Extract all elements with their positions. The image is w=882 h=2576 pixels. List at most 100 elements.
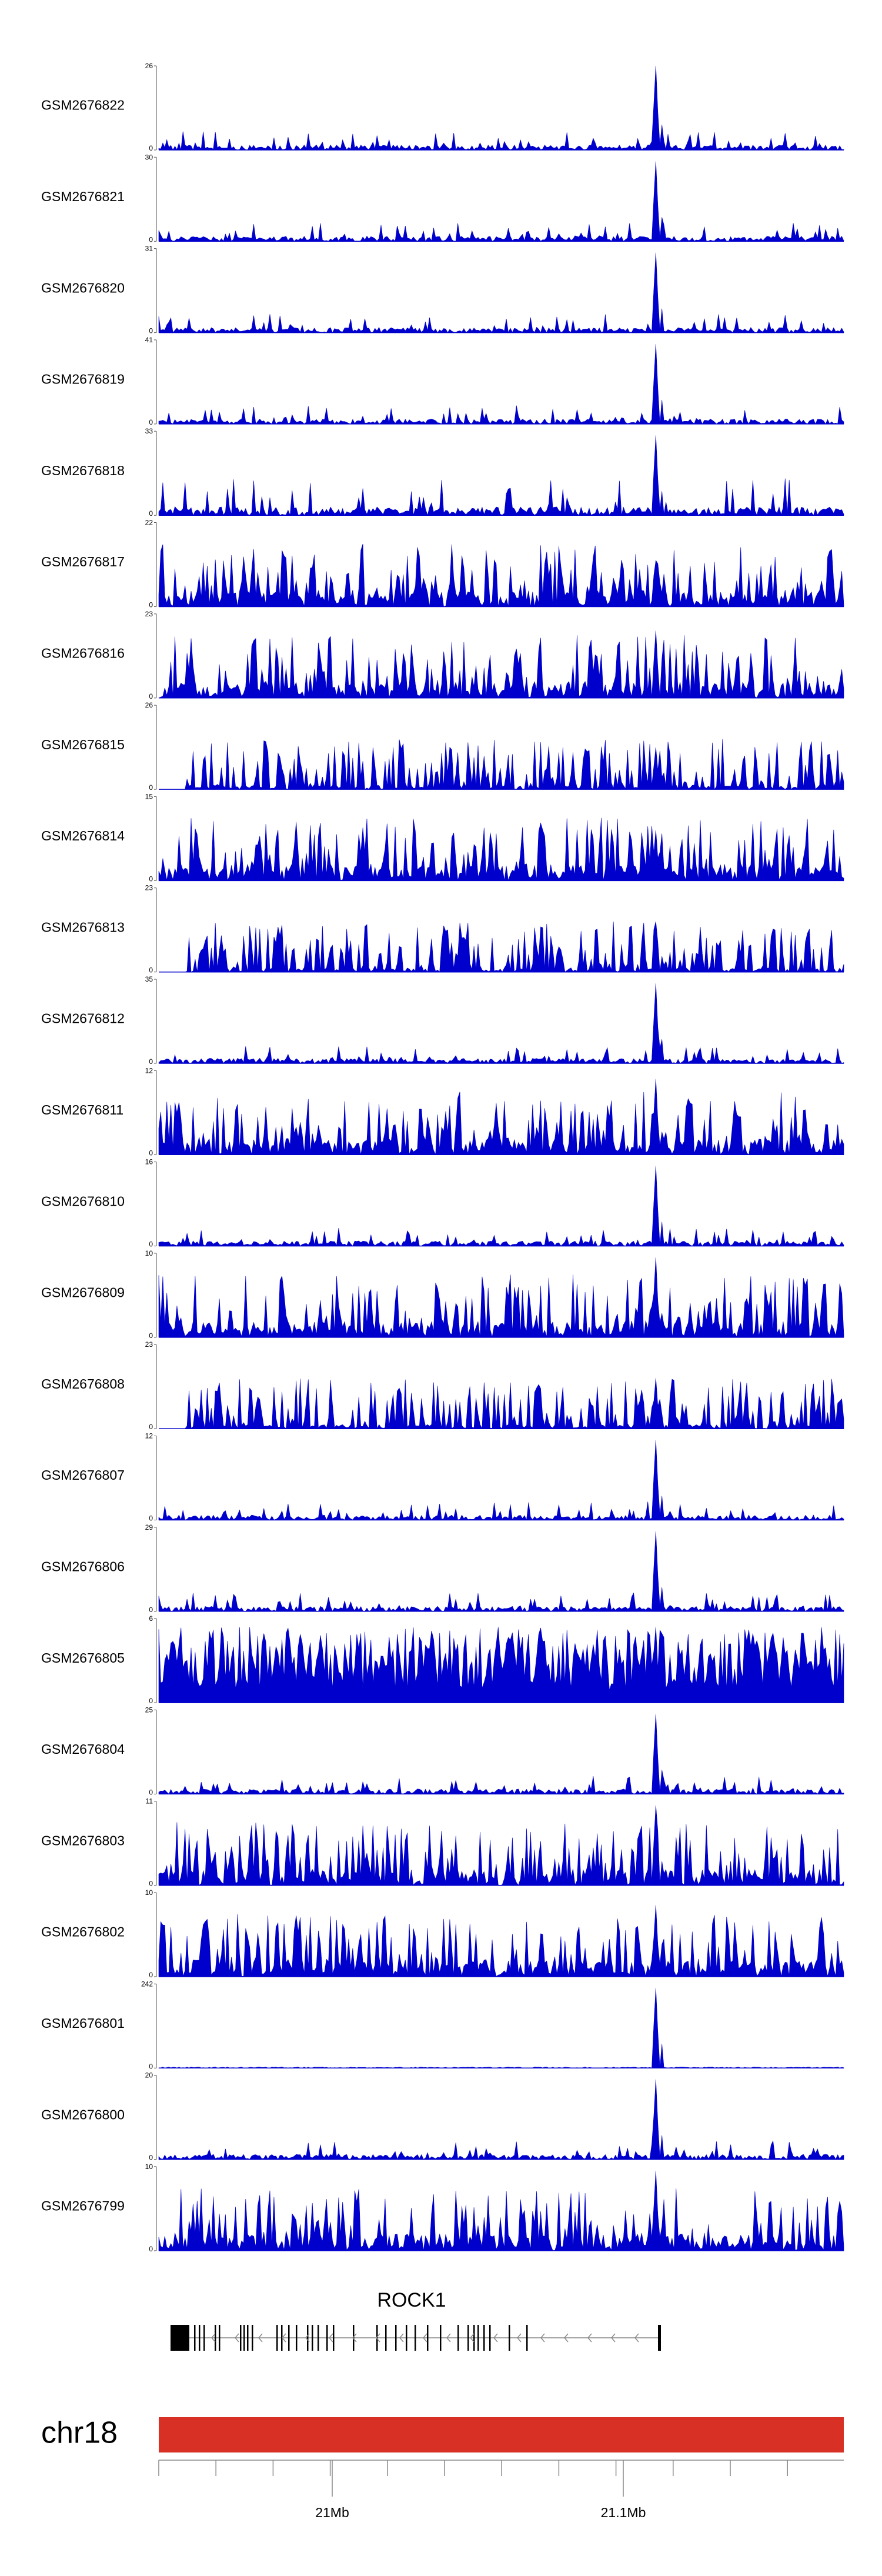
y-max-label: 26 [145, 62, 153, 70]
y-min-label: 0 [149, 235, 153, 243]
coverage-area [159, 1378, 844, 1430]
y-min-label: 0 [149, 509, 153, 518]
y-min-label: 0 [149, 1057, 153, 1066]
gene-exon [483, 2325, 485, 2351]
track-GSM2676803: GSM2676803 11 0 [41, 1797, 844, 1888]
strand-arrow [634, 2333, 639, 2343]
y-min-label: 0 [149, 2062, 153, 2070]
track-label: GSM2676822 [41, 98, 125, 113]
track-label: GSM2676807 [41, 1467, 125, 1483]
coverage-area [158, 630, 844, 699]
y-min-label: 0 [149, 1697, 153, 1705]
track-GSM2676806: GSM2676806 29 0 [41, 1523, 844, 1614]
track-GSM2676804: GSM2676804 25 0 [41, 1706, 844, 1796]
y-min-label: 0 [149, 1880, 153, 1888]
track-label: GSM2676809 [41, 1285, 125, 1300]
gene-exon [243, 2325, 245, 2351]
track-GSM2676799: GSM2676799 10 0 [41, 2163, 844, 2253]
gene-exon [296, 2325, 298, 2351]
strand-arrow [587, 2333, 592, 2343]
strand-arrow [493, 2333, 498, 2343]
track-GSM2676802: GSM2676802 10 0 [41, 1888, 844, 1979]
gene-exon [312, 2325, 313, 2351]
y-max-label: 26 [145, 701, 153, 709]
gene-exon [395, 2325, 397, 2351]
y-max-label: 31 [145, 245, 153, 253]
gene-exon [307, 2325, 309, 2351]
y-max-label: 23 [145, 884, 153, 892]
strand-arrow [470, 2333, 475, 2343]
gene-exon [376, 2325, 378, 2351]
y-max-label: 30 [145, 153, 153, 161]
track-label: GSM2676820 [41, 280, 125, 295]
track-GSM2676814: GSM2676814 15 0 [41, 792, 844, 883]
y-max-label: 242 [141, 1980, 153, 1988]
coverage-area [158, 1714, 844, 1795]
chromosome-ideogram [159, 2417, 844, 2452]
gene-exon [203, 2325, 205, 2351]
track-label: GSM2676805 [41, 1650, 125, 1666]
y-min-label: 0 [149, 1788, 153, 1796]
gene-exon [385, 2325, 387, 2351]
coverage-area [158, 1905, 844, 1977]
gene-exon [353, 2325, 355, 2351]
y-min-label: 0 [149, 1332, 153, 1340]
gene-3utr-block [171, 2325, 189, 2351]
genome-axis: 21Mb 21.1Mb [158, 2460, 844, 2520]
gene-exon [526, 2325, 528, 2351]
track-label: GSM2676813 [41, 919, 125, 935]
strand-arrow [446, 2333, 451, 2343]
track-label: GSM2676806 [41, 1559, 125, 1574]
track-label: GSM2676817 [41, 554, 125, 569]
track-label: GSM2676808 [41, 1376, 125, 1392]
gene-exon [318, 2325, 319, 2351]
y-min-label: 0 [149, 783, 153, 792]
coverage-area [158, 1531, 844, 1612]
gene-exon [252, 2325, 253, 2351]
gene-exon [440, 2325, 442, 2351]
chromosome-label: chr18 [41, 2416, 118, 2450]
coverage-area [158, 543, 844, 607]
gene-exon [194, 2325, 196, 2351]
y-min-label: 0 [149, 418, 153, 426]
y-min-label: 0 [149, 1149, 153, 1157]
y-min-label: 0 [149, 1423, 153, 1431]
gene-exon [199, 2325, 201, 2351]
y-min-label: 0 [149, 1240, 153, 1249]
y-min-label: 0 [149, 966, 153, 975]
coverage-area [159, 921, 844, 973]
y-max-label: 20 [145, 2071, 153, 2080]
strand-arrow [329, 2333, 333, 2343]
track-label: GSM2676816 [41, 646, 125, 661]
gene-exon [457, 2325, 459, 2351]
track-label: GSM2676814 [41, 828, 125, 843]
y-min-label: 0 [149, 692, 153, 700]
coverage-area [158, 983, 844, 1064]
y-max-label: 35 [145, 975, 153, 983]
gene-exon [427, 2325, 429, 2351]
y-max-label: 6 [149, 1614, 153, 1623]
gene-exon [473, 2325, 475, 2351]
track-label: GSM2676800 [41, 2107, 125, 2122]
track-GSM2676813: GSM2676813 23 0 [41, 884, 844, 975]
coverage-area [158, 1166, 844, 1247]
strand-arrow [352, 2333, 357, 2343]
track-GSM2676811: GSM2676811 12 0 [41, 1066, 844, 1157]
coverage-area [158, 161, 844, 242]
track-GSM2676805: GSM2676805 6 0 [41, 1614, 844, 1705]
strand-arrow [517, 2333, 522, 2343]
y-max-label: 12 [145, 1432, 153, 1440]
y-min-label: 0 [149, 1971, 153, 1979]
coverage-area [158, 1257, 844, 1338]
coverage-area [158, 1440, 844, 1521]
genome-axis-tick-label: 21.1Mb [601, 2505, 646, 2520]
track-GSM2676818: GSM2676818 33 0 [41, 427, 844, 518]
gene-exon [240, 2325, 242, 2351]
track-label: GSM2676818 [41, 463, 125, 478]
track-GSM2676817: GSM2676817 22 0 [41, 519, 844, 609]
track-GSM2676808: GSM2676808 23 0 [41, 1340, 844, 1431]
coverage-area [158, 817, 844, 882]
y-min-label: 0 [149, 1606, 153, 1614]
y-max-label: 25 [145, 1706, 153, 1714]
